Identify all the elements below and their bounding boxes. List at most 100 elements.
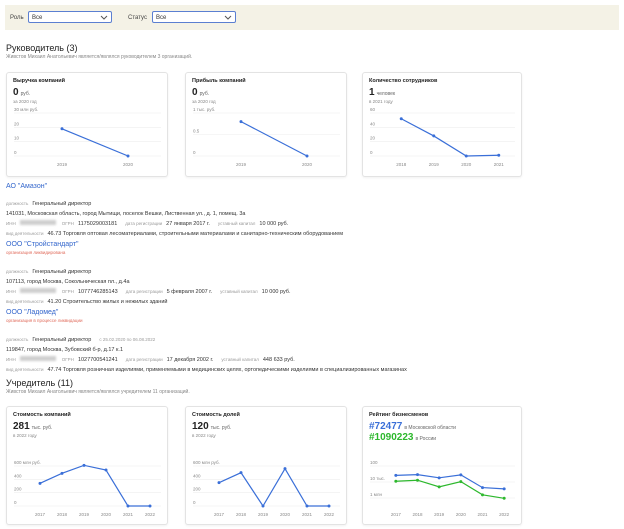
filter-select[interactable]: Все [152, 11, 236, 23]
activity-row: вид деятельности 46.73 Торговля оптовая л… [6, 223, 351, 239]
y-tick-label: 1 тыс. руб. [193, 107, 215, 112]
filter-label: Роль [10, 15, 24, 21]
point [38, 481, 42, 485]
period: в 2022 году [192, 433, 216, 438]
blurred-inn [19, 356, 56, 361]
section-subtitle: Живстов Михаил Анатольевич является/явля… [6, 389, 190, 395]
filter-value: Все [156, 15, 167, 21]
headline-value: 120 [192, 421, 209, 432]
headline-value: 0 [13, 87, 19, 98]
y-tick-label: 1 млн [370, 492, 382, 497]
company-link[interactable]: АО "Амазон" [6, 183, 48, 190]
mini-chart: 0 0.5 1 тыс. руб. 2019 2020 [193, 107, 340, 167]
period: в 2021 году [369, 99, 393, 104]
point [261, 504, 265, 508]
card-title: Рейтинг бизнесменов [369, 412, 429, 418]
capital: 10 000 руб. [261, 289, 291, 295]
mini-chart: 0 10 20 30 млн руб. 2019 2020 [14, 107, 161, 167]
ids-row: ИНН ОГРН 1175029003181 дата регистрации 27 я… [6, 213, 296, 229]
point [432, 134, 436, 138]
y-tick-label: 200 [14, 487, 22, 492]
x-tick-label: 2019 [236, 162, 247, 167]
stat-card: Прибыль компаний 0 руб. за 2020 год 0 0.5 1 ты… [185, 72, 347, 177]
period: в 2022 году [13, 433, 37, 438]
activity-row: вид деятельности 41.20 Строительство жилы… [6, 291, 175, 307]
point [394, 479, 398, 483]
y-tick-label: 400 [14, 473, 22, 478]
card-title: Количество сотрудников [369, 78, 438, 84]
stat-card: Рейтинг бизнесменов #72477 в Московской об… [362, 406, 522, 525]
point [437, 476, 441, 480]
point [217, 481, 221, 485]
headline: 0 руб. [13, 88, 30, 98]
mini-chart: 0 20 40 60 2018 2019 2020 2021 [370, 107, 515, 167]
x-tick-label: 2020 [461, 162, 472, 167]
y-tick-label: 0 [193, 150, 196, 155]
y-tick-label: 400 [193, 473, 201, 478]
label: ИНН [6, 357, 16, 362]
point [239, 471, 243, 475]
line [61, 128, 129, 157]
line [395, 474, 505, 490]
point [399, 117, 403, 121]
address-row: 107113, город Москва, Сокольническая пл.… [6, 271, 138, 287]
chevron-icon [100, 15, 108, 20]
y-tick-label: 10 тыс. [370, 476, 385, 481]
line [400, 118, 499, 157]
point [305, 154, 309, 158]
x-tick-label: 2019 [79, 512, 90, 517]
company-link[interactable]: ООО "Стройстандарт" [6, 241, 79, 248]
x-tick-label: 2020 [123, 162, 134, 167]
x-tick-label: 2020 [302, 162, 313, 167]
position-row: должность Генеральный директор [6, 193, 99, 209]
reg-date: 27 января 2017 г. [166, 221, 210, 227]
period: за 2020 год [192, 99, 216, 104]
label: вид деятельности [6, 299, 44, 304]
headline-unit: в Московской области [404, 425, 456, 431]
company-link[interactable]: ООО "Ладомед" [6, 309, 59, 316]
headline-unit: человек [376, 91, 396, 97]
ids-row: ИНН ОГРН 1077746285143 дата регистрации 5 фе… [6, 281, 298, 297]
x-tick-label: 2019 [258, 512, 269, 517]
x-tick-label: 2020 [101, 512, 112, 517]
label: должность [6, 269, 29, 274]
blurred-inn [19, 220, 56, 225]
headline: 0 руб. [192, 88, 209, 98]
x-tick-label: 2019 [429, 162, 440, 167]
point [60, 127, 64, 131]
capital-label: уставный капитал [221, 357, 259, 362]
headline-value: #72477 [369, 421, 403, 432]
ogrn-label: ОГРН [61, 357, 74, 362]
period: за 2020 год [13, 99, 37, 104]
stat-card: Стоимость компаний 281 тыс. руб. в 2022 год… [6, 406, 168, 525]
position: Генеральный директор [32, 201, 92, 207]
x-tick-label: 2018 [57, 512, 68, 517]
line [218, 467, 329, 508]
label: ИНН [6, 289, 16, 294]
card-title: Стоимость компаний [13, 412, 71, 418]
y-tick-label: 30 млн руб. [14, 107, 38, 112]
x-tick-label: 2020 [456, 512, 467, 517]
card-title: Стоимость долей [192, 412, 240, 418]
capital-label: уставный капитал [217, 221, 256, 226]
x-tick-label: 2017 [391, 512, 402, 517]
activity-row: вид деятельности 47.74 Торговля розничная… [6, 359, 415, 375]
point [60, 471, 64, 475]
blurred-inn [19, 288, 56, 293]
label: ИНН [6, 221, 16, 226]
x-tick-label: 2019 [434, 512, 445, 517]
y-tick-label: 0 [370, 150, 373, 155]
filter-label: Статус [128, 15, 147, 21]
point [305, 504, 309, 508]
chevron [224, 15, 232, 20]
address: 141031, Московская область, город Мытищи… [6, 211, 246, 217]
filter-select[interactable]: Все [28, 11, 112, 23]
headline-value: 1 [369, 87, 375, 98]
y-tick-label: 20 [370, 136, 376, 141]
activity: 47.74 Торговля розничная изделиями, прим… [47, 367, 407, 373]
position-row: должность Генеральный директор с 25.02.202… [6, 329, 159, 345]
point [502, 487, 506, 491]
headline-value: 281 [13, 421, 30, 432]
point [104, 468, 108, 472]
section-title: Руководитель (3) [6, 43, 78, 53]
